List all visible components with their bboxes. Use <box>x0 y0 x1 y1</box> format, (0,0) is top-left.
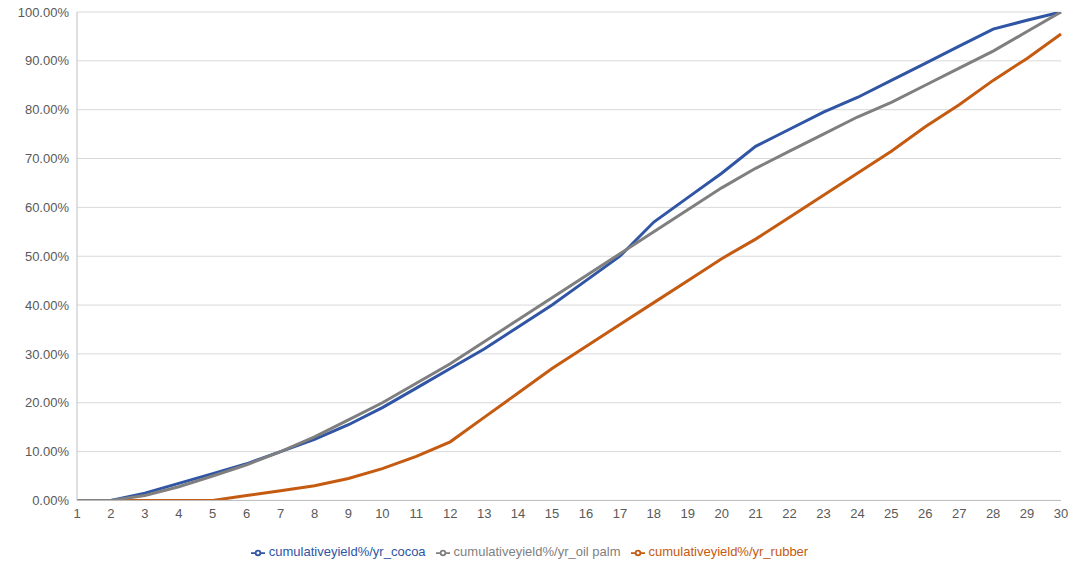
svg-text:30: 30 <box>1054 506 1068 521</box>
svg-text:23: 23 <box>816 506 830 521</box>
svg-text:11: 11 <box>410 506 424 521</box>
svg-text:8: 8 <box>311 506 318 521</box>
svg-text:3: 3 <box>141 506 148 521</box>
svg-text:21: 21 <box>748 506 762 521</box>
svg-text:19: 19 <box>681 506 695 521</box>
svg-text:27: 27 <box>952 506 966 521</box>
svg-text:10: 10 <box>375 506 389 521</box>
svg-text:20: 20 <box>714 506 728 521</box>
svg-text:7: 7 <box>277 506 284 521</box>
svg-text:12: 12 <box>443 506 457 521</box>
svg-text:14: 14 <box>511 506 525 521</box>
svg-text:9: 9 <box>345 506 352 521</box>
svg-text:5: 5 <box>209 506 216 521</box>
svg-text:26: 26 <box>918 506 932 521</box>
svg-text:80.00%: 80.00% <box>25 102 70 117</box>
svg-text:20.00%: 20.00% <box>25 395 70 410</box>
svg-text:15: 15 <box>545 506 559 521</box>
svg-text:22: 22 <box>782 506 796 521</box>
svg-text:60.00%: 60.00% <box>25 200 70 215</box>
svg-text:6: 6 <box>243 506 250 521</box>
svg-text:50.00%: 50.00% <box>25 249 70 264</box>
svg-text:90.00%: 90.00% <box>25 53 70 68</box>
svg-text:13: 13 <box>477 506 491 521</box>
svg-text:18: 18 <box>647 506 661 521</box>
svg-text:24: 24 <box>850 506 864 521</box>
svg-text:40.00%: 40.00% <box>25 298 70 313</box>
html-text:cumulativeyield%/yr_oil palm: cumulativeyield%/yr_oil palm <box>453 544 621 560</box>
svg-text:16: 16 <box>579 506 593 521</box>
html-text:cumulativeyield%/yr_cocoa: cumulativeyield%/yr_cocoa <box>268 544 426 560</box>
svg-text:28: 28 <box>986 506 1000 521</box>
svg-text:29: 29 <box>1020 506 1034 521</box>
svg-text:4: 4 <box>175 506 182 521</box>
svg-text:0.00%: 0.00% <box>32 493 69 508</box>
svg-text:70.00%: 70.00% <box>25 151 70 166</box>
svg-text:25: 25 <box>884 506 898 521</box>
svg-text:17: 17 <box>613 506 627 521</box>
svg-text:2: 2 <box>107 506 114 521</box>
html-text:cumulativeyield%/yr_rubber: cumulativeyield%/yr_rubber <box>648 544 809 560</box>
svg-text:100.00%: 100.00% <box>18 5 70 20</box>
svg-text:1: 1 <box>73 506 80 521</box>
svg-text:10.00%: 10.00% <box>25 444 70 459</box>
svg-text:30.00%: 30.00% <box>25 347 70 362</box>
